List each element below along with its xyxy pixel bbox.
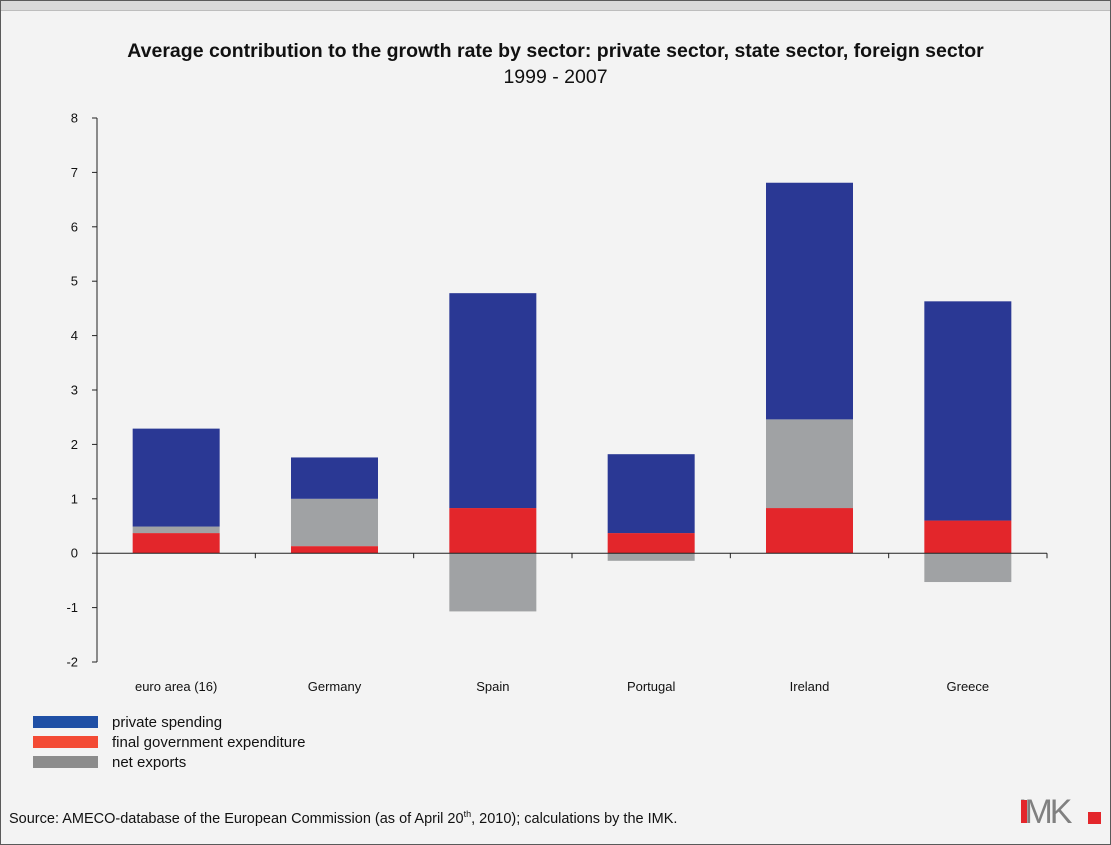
bar-net-exports-portugal bbox=[607, 553, 695, 561]
top-strip bbox=[1, 1, 1110, 11]
legend-swatch-net-exports bbox=[33, 756, 98, 768]
x-tick-label: Germany bbox=[308, 679, 362, 694]
chart-title: Average contribution to the growth rate … bbox=[127, 40, 984, 62]
bar-final-government-expenditure-germany bbox=[291, 546, 378, 554]
legend-swatch-final-government-expenditure bbox=[33, 736, 98, 748]
y-tick-label: 6 bbox=[71, 219, 78, 234]
bar-net-exports-ireland bbox=[766, 419, 853, 509]
legend-item-final-government-expenditure: final government expenditure bbox=[33, 732, 305, 752]
bar-final-government-expenditure-ireland bbox=[766, 508, 853, 554]
source-prefix: Source: AMECO-database of the European C… bbox=[9, 810, 464, 827]
y-tick-label: 1 bbox=[71, 491, 78, 506]
bar-final-government-expenditure-euro-area-16 bbox=[132, 533, 220, 554]
source-suffix: , 2010); calculations by the IMK. bbox=[471, 810, 678, 827]
y-tick-label: 5 bbox=[71, 274, 78, 289]
x-tick-label: Spain bbox=[476, 679, 509, 694]
x-tick-label: euro area (16) bbox=[135, 679, 217, 694]
legend: private spending final government expend… bbox=[33, 712, 305, 772]
legend-label-net-exports: net exports bbox=[112, 753, 187, 771]
legend-label-final-government-expenditure: final government expenditure bbox=[112, 733, 306, 751]
bar-net-exports-greece bbox=[924, 553, 1012, 583]
imk-logo: IMK bbox=[1018, 793, 1102, 831]
y-tick-label: 2 bbox=[71, 437, 78, 452]
bar-private-spending-germany bbox=[291, 457, 378, 499]
x-tick-label: Greece bbox=[947, 679, 990, 694]
x-tick-label: Portugal bbox=[627, 679, 676, 694]
logo-red-bar bbox=[1021, 800, 1027, 823]
legend-item-private-spending: private spending bbox=[33, 712, 305, 732]
y-tick-label: 7 bbox=[71, 165, 78, 180]
y-tick-label: 4 bbox=[71, 328, 78, 343]
bar-final-government-expenditure-portugal bbox=[607, 533, 695, 554]
bar-private-spending-ireland bbox=[766, 182, 853, 420]
bar-net-exports-spain bbox=[449, 553, 537, 612]
chart-subtitle: 1999 - 2007 bbox=[503, 66, 608, 88]
bar-private-spending-euro-area-16 bbox=[132, 428, 220, 527]
source-superscript: th bbox=[463, 809, 472, 819]
legend-swatch-private-spending bbox=[33, 716, 98, 728]
logo-red-dot bbox=[1088, 812, 1101, 824]
bar-net-exports-germany bbox=[291, 498, 378, 547]
y-tick-label: 3 bbox=[71, 383, 78, 398]
legend-label-private-spending: private spending bbox=[112, 713, 223, 731]
x-tick-label: Ireland bbox=[790, 679, 830, 694]
y-tick-label: 0 bbox=[71, 546, 78, 561]
source-note: Source: AMECO-database of the European C… bbox=[9, 809, 677, 827]
logo-text: IMK bbox=[1018, 793, 1072, 831]
bar-final-government-expenditure-greece bbox=[924, 520, 1012, 554]
bar-private-spending-portugal bbox=[607, 454, 695, 534]
bar-private-spending-spain bbox=[449, 293, 537, 509]
bar-private-spending-greece bbox=[924, 301, 1012, 521]
bar-net-exports-euro-area-16 bbox=[132, 526, 220, 534]
legend-item-net-exports: net exports bbox=[33, 752, 305, 772]
y-tick-label: 8 bbox=[71, 111, 78, 126]
y-tick-label: -2 bbox=[66, 655, 78, 670]
bar-final-government-expenditure-spain bbox=[449, 508, 537, 554]
y-tick-label: -1 bbox=[66, 600, 78, 615]
